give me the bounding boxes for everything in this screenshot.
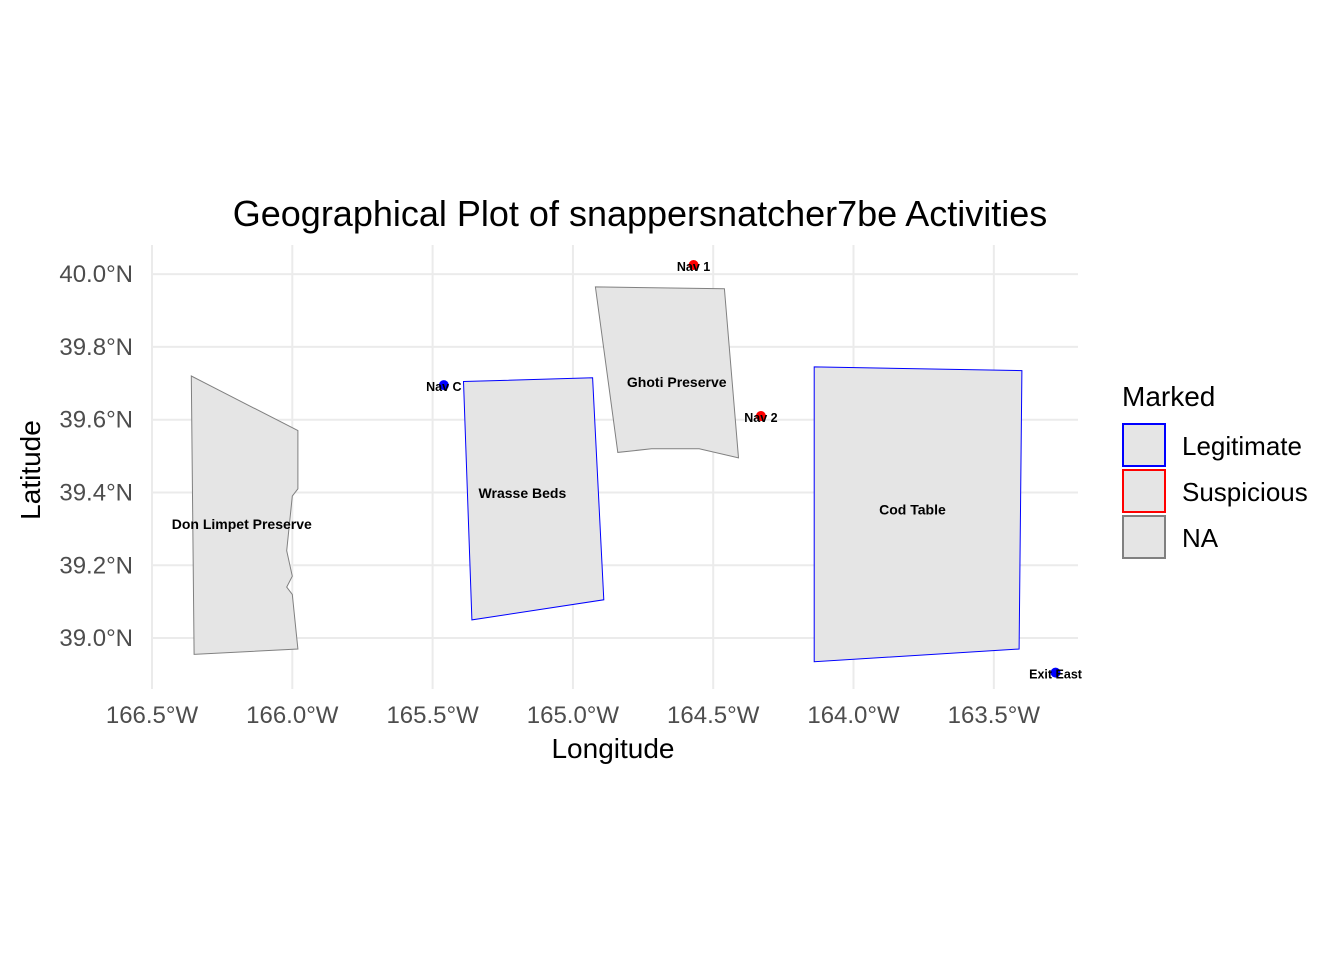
- point-nav-2: [755, 411, 766, 422]
- x-tick-label: 165.0°W: [527, 702, 620, 729]
- point-exit-east: [1050, 667, 1061, 678]
- point-nav-c: [438, 380, 449, 391]
- regions: [190, 286, 1023, 663]
- legend-key-suspicious: [1122, 469, 1166, 513]
- y-axis-ticks: 39.0°N 39.2°N 39.4°N 39.6°N 39.8°N 40.0°N: [59, 261, 133, 652]
- point-label-nav-1: Nav 1: [677, 260, 710, 274]
- y-tick-label: 40.0°N: [59, 261, 133, 288]
- legend-label-na: NA: [1182, 523, 1219, 553]
- point-nav-1: [688, 260, 699, 271]
- x-axis-ticks: 166.5°W 166.0°W 165.5°W 165.0°W 164.5°W 164.0…: [106, 702, 1040, 729]
- legend-label-suspicious: Suspicious: [1182, 477, 1308, 507]
- region-ghoti-preserve: [594, 286, 740, 459]
- y-tick-label: 39.6°N: [59, 407, 133, 434]
- legend: Marked Legitimate Suspicious NA: [1122, 381, 1308, 559]
- x-tick-label: 164.0°W: [807, 702, 900, 729]
- x-axis-title: Longitude: [551, 733, 674, 764]
- region-label-don-limpet-preserve: Don Limpet Preserve: [172, 516, 312, 532]
- region-label-cod-table: Cod Table: [879, 501, 946, 517]
- point-label-nav-2: Nav 2: [744, 411, 777, 425]
- y-tick-label: 39.4°N: [59, 479, 133, 506]
- legend-label-legitimate: Legitimate: [1182, 431, 1302, 461]
- point-label-exit-east: Exit East: [1029, 668, 1083, 682]
- points: [438, 260, 1061, 678]
- x-tick-label: 165.5°W: [386, 702, 479, 729]
- x-tick-label: 166.0°W: [246, 702, 339, 729]
- region-label-ghoti-preserve: Ghoti Preserve: [627, 374, 727, 390]
- plot-title: Geographical Plot of snappersnatcher7be …: [233, 193, 1047, 234]
- legend-title: Marked: [1122, 381, 1215, 412]
- y-tick-label: 39.0°N: [59, 625, 133, 652]
- x-tick-label: 164.5°W: [667, 702, 760, 729]
- legend-key-na: [1122, 515, 1166, 559]
- x-tick-label: 166.5°W: [106, 702, 199, 729]
- y-tick-label: 39.8°N: [59, 334, 133, 361]
- legend-key-legitimate: [1122, 423, 1166, 467]
- y-tick-label: 39.2°N: [59, 552, 133, 579]
- region-label-wrasse-beds: Wrasse Beds: [479, 485, 567, 501]
- region-cod-table: [813, 366, 1023, 663]
- y-axis-title: Latitude: [15, 420, 46, 520]
- region-wrasse-beds: [462, 377, 605, 621]
- labels: Don Limpet Preserve Wrasse Beds Ghoti Pres…: [172, 260, 1083, 682]
- x-tick-label: 163.5°W: [948, 702, 1041, 729]
- region-don-limpet-preserve: [190, 375, 299, 655]
- point-label-nav-c: Nav C: [426, 380, 461, 394]
